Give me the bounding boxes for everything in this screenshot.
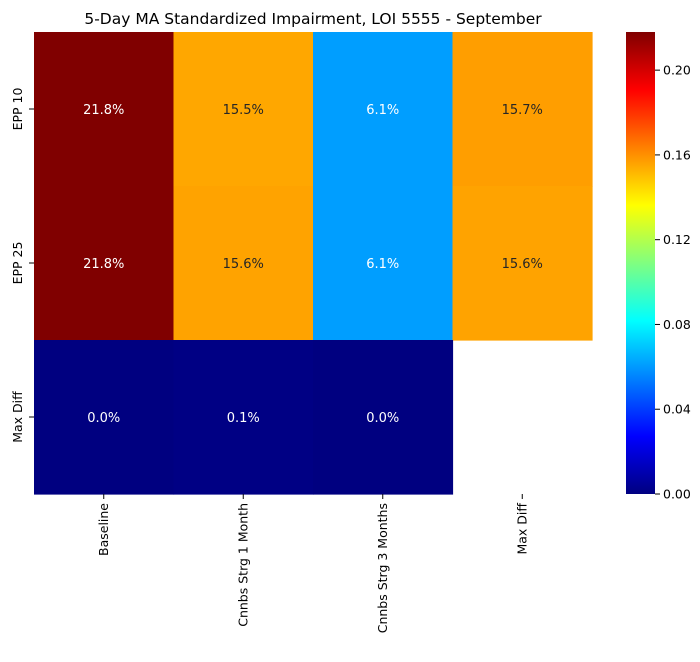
heatmap-cell bbox=[34, 32, 175, 187]
cell-annotation: 15.5% bbox=[223, 103, 264, 118]
cell-annotation: 6.1% bbox=[366, 257, 399, 272]
heatmap-cell bbox=[34, 340, 175, 495]
colorbar-tick-label: 0.20 bbox=[663, 63, 691, 78]
cell-annotation: 15.7% bbox=[502, 103, 543, 118]
cell-annotations: 21.8% 15.5% 6.1% 15.7% 21.8% 15.6% 6.1% 15.6% 0.… bbox=[83, 103, 543, 426]
x-axis: Baseline Cnnbs Strg 1 Month Cnnbs Strg 3 M… bbox=[96, 494, 529, 633]
heatmap-cell bbox=[452, 186, 593, 341]
y-tick-label: Max Diff bbox=[10, 391, 25, 443]
cell-annotation: 0.0% bbox=[87, 411, 120, 426]
colorbar-tick-label: 0.00 bbox=[663, 487, 691, 502]
heatmap-cell bbox=[173, 340, 314, 495]
cell-annotation: 6.1% bbox=[366, 103, 399, 118]
colorbar-tick-label: 0.08 bbox=[663, 317, 691, 332]
x-tick-label: Cnnbs Strg 3 Months bbox=[375, 503, 390, 633]
chart-title: 5-Day MA Standardized Impairment, LOI 55… bbox=[84, 10, 542, 28]
colorbar-gradient bbox=[626, 32, 655, 494]
colorbar-tick-label: 0.12 bbox=[663, 232, 691, 247]
cell-annotation: 15.6% bbox=[502, 257, 543, 272]
cell-annotation: 0.0% bbox=[366, 411, 399, 426]
heatmap-cell bbox=[173, 186, 314, 341]
x-tick-label: Cnnbs Strg 1 Month bbox=[235, 503, 250, 627]
colorbar-tick-label: 0.04 bbox=[663, 402, 691, 417]
y-tick-label: EPP 25 bbox=[10, 242, 25, 285]
x-tick-label: Baseline bbox=[96, 503, 111, 556]
y-tick-label: EPP 10 bbox=[10, 88, 25, 131]
heatmap-cells bbox=[34, 32, 593, 495]
cell-annotation: 0.1% bbox=[227, 411, 260, 426]
heatmap-cell bbox=[313, 340, 454, 495]
heatmap-cell bbox=[313, 186, 454, 341]
heatmap-cell bbox=[173, 32, 314, 187]
heatmap-cell bbox=[452, 32, 593, 187]
x-tick-label: Max Diff bbox=[514, 503, 529, 555]
heatmap-cell bbox=[313, 32, 454, 187]
cell-annotation: 21.8% bbox=[83, 103, 124, 118]
colorbar-tick-label: 0.16 bbox=[663, 147, 691, 162]
cell-annotation: 15.6% bbox=[223, 257, 264, 272]
heatmap-cell bbox=[34, 186, 175, 341]
colorbar: 0.00 0.04 0.08 0.12 0.16 0.20 bbox=[626, 32, 691, 502]
cell-annotation: 21.8% bbox=[83, 257, 124, 272]
y-axis: EPP 10 EPP 25 Max Diff bbox=[10, 88, 34, 443]
